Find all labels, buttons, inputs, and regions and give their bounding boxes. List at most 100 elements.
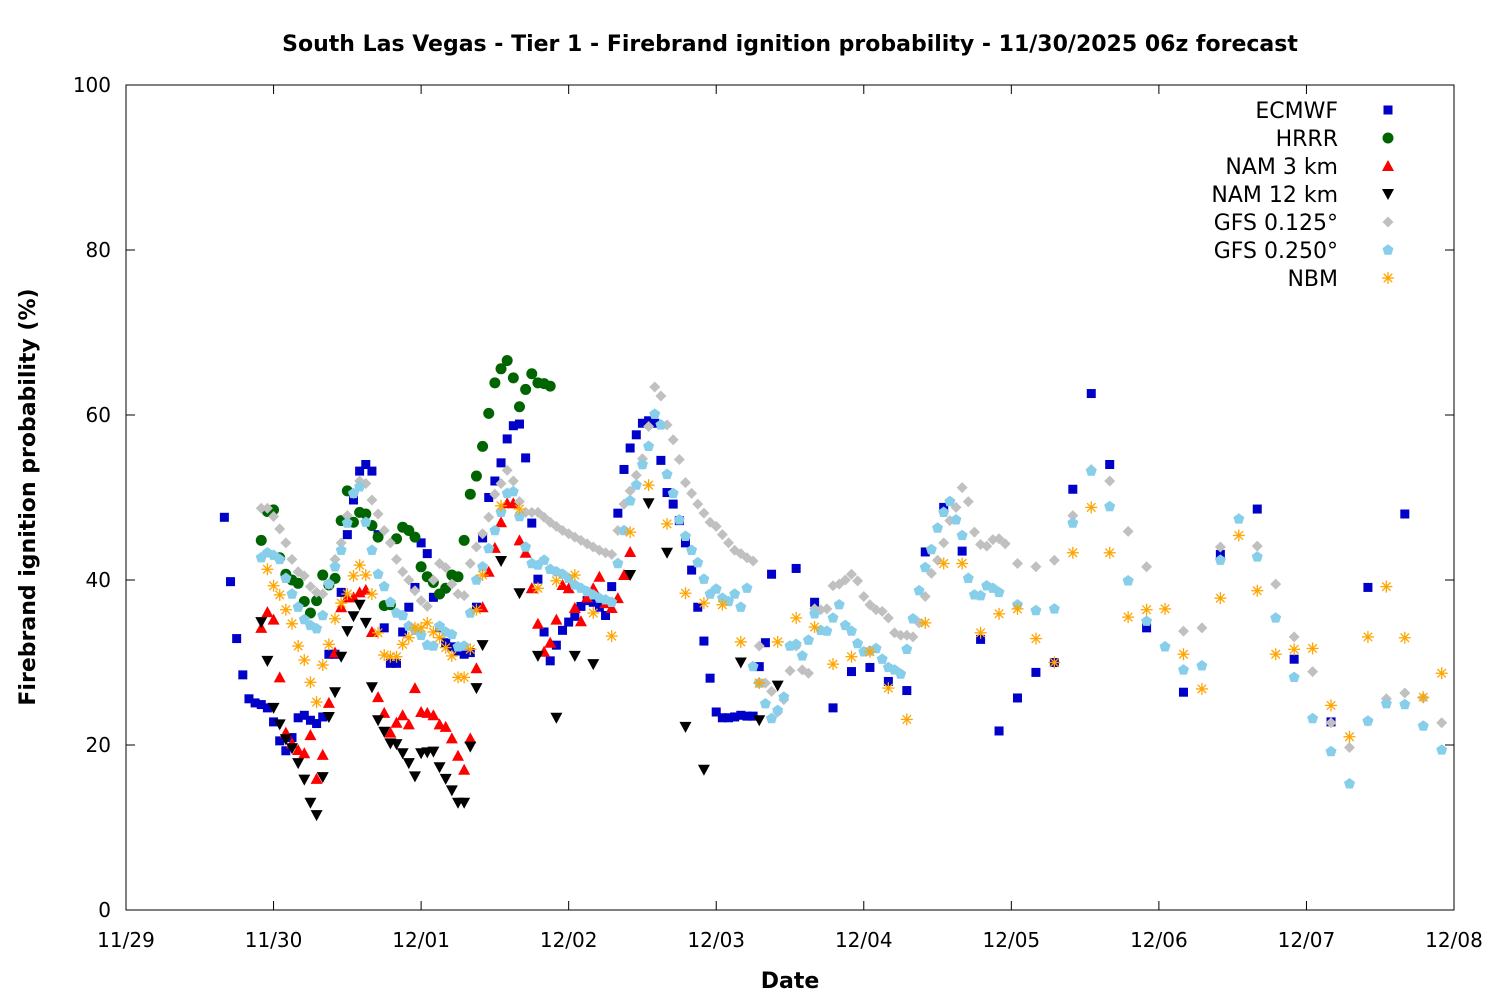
data-point-gfs-0-125	[630, 469, 642, 481]
data-point-nbm	[513, 503, 526, 516]
data-point-gfs-0-125	[766, 685, 778, 697]
data-point-nam-12-km	[267, 702, 280, 714]
data-point-ecmwf	[305, 715, 315, 725]
data-point-gfs-0-125	[1436, 717, 1448, 729]
data-point-gfs-0-125	[378, 525, 390, 536]
data-point-ecmwf	[736, 710, 746, 720]
data-point-hrrr	[526, 368, 538, 380]
data-point-gfs-0-125	[421, 600, 433, 612]
data-points	[219, 355, 1448, 822]
data-point-ecmwf	[428, 592, 438, 602]
data-point-nbm	[359, 569, 372, 582]
data-point-ecmwf	[564, 617, 574, 627]
data-point-nbm	[1361, 630, 1374, 643]
data-point-gfs-0-250	[673, 514, 685, 525]
data-point-nbm	[790, 611, 803, 624]
data-point-gfs-0-250	[1417, 720, 1429, 731]
data-point-nbm	[1380, 580, 1393, 593]
data-point-nbm	[882, 682, 895, 695]
y-tick-label: 100	[73, 73, 111, 97]
data-point-gfs-0-250	[317, 609, 329, 621]
data-point-nam-3-km	[445, 732, 458, 744]
data-point-nam-12-km	[273, 719, 286, 731]
data-point-nam-12-km	[335, 651, 348, 663]
data-point-nam-12-km	[390, 739, 403, 751]
data-point-gfs-0-125	[667, 434, 679, 446]
data-point-gfs-0-250	[1178, 664, 1189, 675]
data-point-nam-3-km	[396, 709, 409, 721]
data-point-nam-3-km	[347, 591, 360, 603]
data-point-nam-3-km	[482, 565, 495, 577]
data-point-nbm	[1214, 592, 1227, 605]
data-point-gfs-0-125	[464, 558, 476, 569]
data-point-gfs-0-125	[483, 511, 495, 523]
data-point-nam-12-km	[734, 657, 747, 669]
data-point-nam-12-km	[341, 626, 354, 638]
data-point-nbm	[372, 626, 385, 639]
data-point-gfs-0-250	[772, 704, 784, 715]
data-point-ecmwf	[742, 711, 752, 721]
data-point-ecmwf	[545, 656, 555, 666]
data-point-hrrr	[507, 372, 519, 384]
data-point-nam-12-km	[587, 659, 600, 671]
x-tick-label: 12/05	[983, 928, 1041, 952]
data-point-gfs-0-125	[1307, 666, 1319, 678]
data-point-nbm	[1011, 602, 1024, 615]
data-point-gfs-0-250	[286, 588, 298, 599]
data-point-nam-12-km	[408, 771, 421, 783]
data-point-nbm	[292, 640, 305, 652]
data-point-nam-3-km	[464, 732, 477, 744]
data-point-gfs-0-250	[747, 660, 759, 672]
data-point-gfs-0-125	[513, 496, 525, 508]
data-point-nam-3-km	[495, 516, 508, 528]
data-point-ecmwf	[902, 686, 912, 696]
legend-label-nam-3-km: NAM 3 km	[1225, 155, 1338, 180]
data-point-nbm	[1140, 603, 1153, 616]
data-point-nbm	[329, 612, 342, 625]
data-point-gfs-0-250	[1380, 698, 1392, 709]
data-point-nam-3-km	[304, 729, 317, 741]
data-point-nam-3-km	[384, 726, 397, 738]
data-point-nam-12-km	[771, 680, 784, 692]
data-point-gfs-0-125	[1288, 631, 1300, 643]
data-point-nbm	[421, 616, 434, 629]
data-point-gfs-0-250	[507, 485, 519, 497]
data-point-gfs-0-125	[261, 502, 273, 514]
data-point-ecmwf	[533, 574, 543, 584]
data-point-ecmwf	[422, 549, 432, 559]
data-point-ecmwf	[662, 488, 672, 498]
data-point-gfs-0-125	[938, 537, 950, 549]
data-point-ecmwf	[250, 698, 260, 708]
plot-frame	[125, 84, 1455, 911]
data-point-gfs-0-250	[643, 440, 655, 451]
data-point-nam-3-km	[458, 763, 471, 775]
data-point-nam-12-km	[697, 764, 710, 776]
data-point-nam-12-km	[322, 711, 335, 723]
data-point-gfs-0-250	[1436, 744, 1448, 755]
data-point-nam-3-km	[550, 613, 563, 625]
legend-label-gfs-0-250: GFS 0.250°	[1214, 239, 1338, 264]
data-point-ecmwf	[883, 676, 893, 686]
data-point-gfs-0-250	[1085, 465, 1097, 476]
data-point-gfs-0-125	[692, 498, 704, 510]
data-point-nbm	[1325, 699, 1338, 712]
data-point-gfs-0-250	[944, 495, 956, 507]
data-point-gfs-0-250	[630, 479, 642, 490]
data-point-gfs-0-250	[427, 640, 439, 651]
data-point-ecmwf	[1178, 687, 1188, 697]
data-point-nbm	[341, 588, 354, 601]
data-point-ecmwf	[760, 638, 770, 648]
data-point-gfs-0-125	[1399, 687, 1411, 699]
data-point-ecmwf	[920, 547, 930, 557]
data-point-ecmwf	[693, 602, 703, 612]
data-point-nbm	[753, 677, 766, 690]
data-point-gfs-0-125	[1214, 541, 1226, 553]
legend-marker-nam-3-km	[1382, 160, 1394, 171]
data-point-ecmwf	[754, 662, 764, 672]
data-point-gfs-0-250	[938, 506, 950, 517]
data-point-gfs-0-125	[477, 528, 489, 540]
data-point-ecmwf	[846, 667, 856, 677]
data-point-nam-12-km	[568, 650, 581, 662]
data-point-ecmwf	[312, 719, 322, 729]
data-point-gfs-0-125	[1177, 625, 1189, 637]
